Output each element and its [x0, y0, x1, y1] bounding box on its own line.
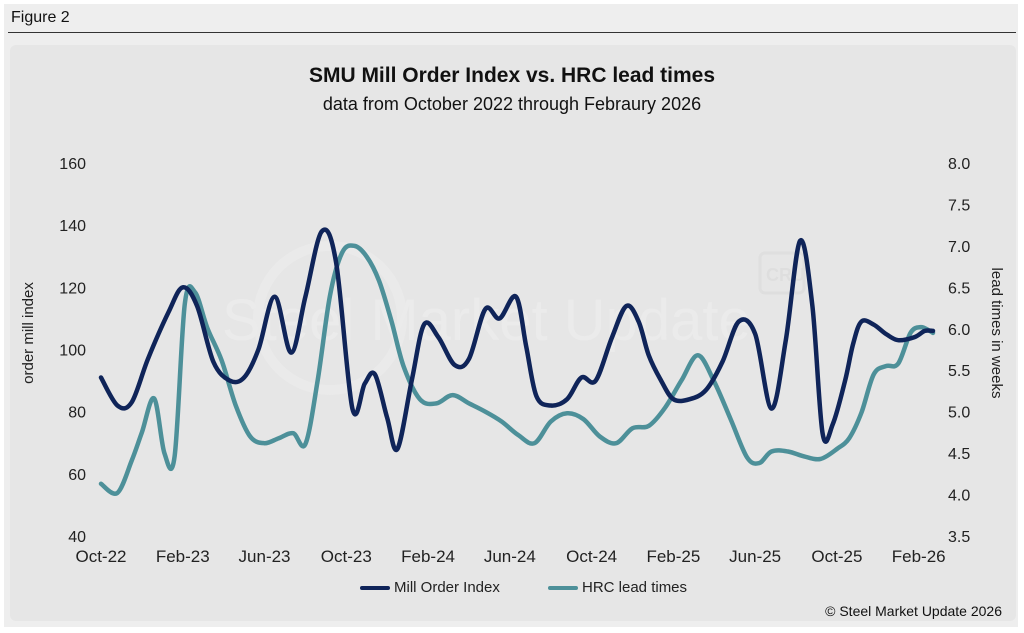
series-line-hrc-lead-times: [98, 243, 936, 496]
y-tick-left: 160: [59, 156, 86, 173]
y-tick-right: 6.5: [948, 280, 970, 297]
y-axis-label-left: order mill index: [20, 282, 37, 384]
figure-label: Figure 2: [11, 9, 70, 26]
y-tick-left: 120: [59, 280, 86, 297]
y-tick-left: 100: [59, 343, 86, 360]
x-tick-label: Oct-22: [75, 547, 126, 566]
x-tick-label: Jun-25: [729, 547, 781, 566]
y-tick-right: 8.0: [948, 156, 970, 173]
legend-label-hrc-lead-times: HRC lead times: [582, 579, 688, 596]
x-tick-label: Oct-24: [566, 547, 617, 566]
y-tick-right: 3.5: [948, 529, 970, 546]
series-line-mill-order-index: [98, 227, 936, 453]
y-tick-right: 7.5: [948, 197, 970, 214]
y-tick-left: 140: [59, 218, 86, 235]
svg-text:CRU: CRU: [766, 265, 805, 285]
legend-swatch-hrc-lead-times: [548, 586, 578, 591]
y-tick-right: 6.0: [948, 322, 970, 339]
x-tick-label: Feb-23: [156, 547, 210, 566]
copyright-text: © Steel Market Update 2026: [825, 603, 1002, 619]
y-axis-label-right: lead times in weeks: [988, 268, 1005, 399]
legend-label-mill-order-index: Mill Order Index: [394, 579, 500, 596]
y-tick-right: 7.0: [948, 239, 970, 256]
x-tick-label: Feb-25: [646, 547, 700, 566]
chart-title: SMU Mill Order Index vs. HRC lead times: [308, 64, 716, 87]
x-tick-label: Feb-24: [401, 547, 455, 566]
chart-panel: [10, 45, 1016, 621]
x-tick-label: Jun-24: [484, 547, 536, 566]
figure-divider: [8, 32, 1016, 33]
watermark-text: Steel Market Update: [222, 288, 751, 353]
watermark-logo: Steel Market Update: [222, 241, 751, 395]
x-tick-label: Oct-25: [811, 547, 862, 566]
y-tick-right: 5.5: [948, 363, 970, 380]
x-tick-label: Feb-26: [892, 547, 946, 566]
legend-swatch-mill-order-index: [360, 586, 390, 591]
legend-mill-order-index: Mill Order Index: [360, 579, 500, 596]
legend-hrc-lead-times: HRC lead times: [548, 579, 687, 596]
x-tick-label: Jun-23: [239, 547, 291, 566]
y-tick-right: 5.0: [948, 405, 970, 422]
chart-subtitle: data from October 2022 through Febraury …: [322, 94, 702, 114]
y-tick-left: 40: [68, 529, 86, 546]
y-tick-right: 4.0: [948, 488, 970, 505]
x-tick-label: Oct-23: [321, 547, 372, 566]
y-tick-right: 4.5: [948, 446, 970, 463]
y-tick-left: 80: [68, 405, 86, 422]
y-tick-left: 60: [68, 467, 86, 484]
